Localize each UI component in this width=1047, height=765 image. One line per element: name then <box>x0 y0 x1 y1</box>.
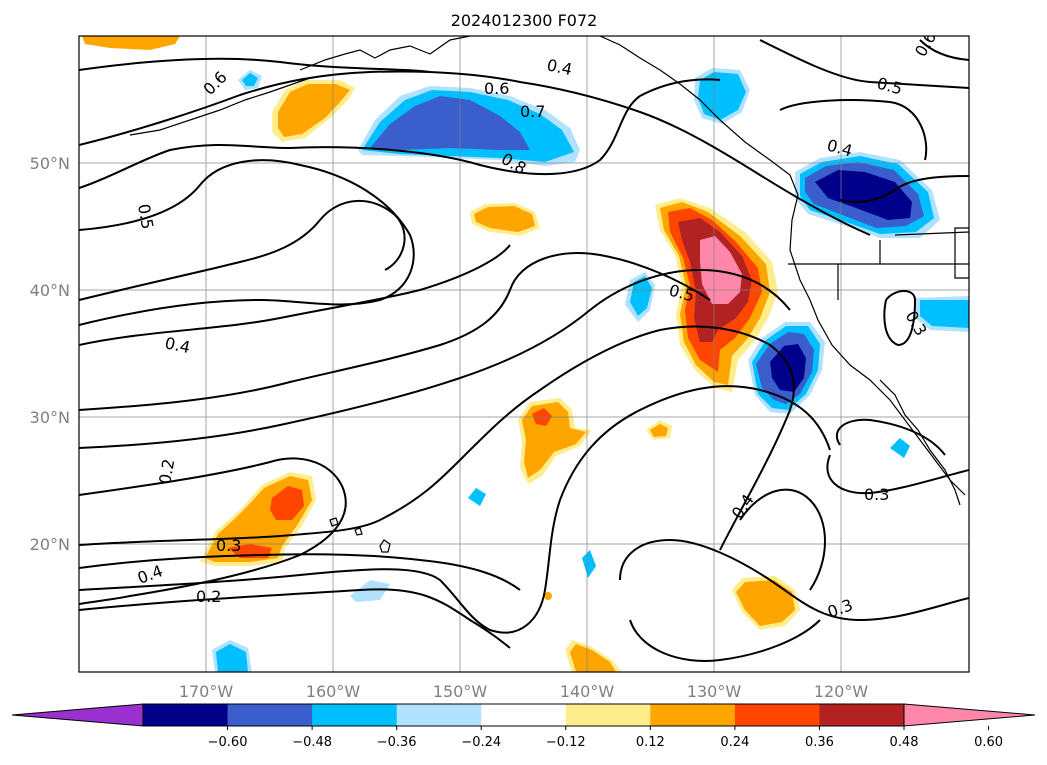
positive-shade <box>700 236 742 304</box>
colorbar-segment <box>565 704 651 726</box>
lon-label: 170°W <box>179 682 234 701</box>
contour-label: 0.6 <box>199 67 230 98</box>
map-area: 0.6 0.6 0.7 0.8 0.4 0.5 0.4 0.5 0.5 0.6 … <box>79 28 969 672</box>
contour-label: 0.3 <box>825 595 855 622</box>
lat-label: 40°N <box>30 281 70 300</box>
colorbar-tick-label: 0.12 <box>636 735 665 750</box>
colorbar-tick-label: 0.24 <box>720 735 749 750</box>
colorbar-tick-label: 0.48 <box>890 735 919 750</box>
shaded-anomaly-fields <box>82 36 969 672</box>
positive-shade <box>544 592 552 600</box>
negative-shade <box>468 488 486 506</box>
longitude-labels: 170°W 160°W 150°W 140°W 130°W 120°W <box>179 682 869 701</box>
lon-label: 130°W <box>687 682 742 701</box>
colorbar-segment <box>227 704 313 726</box>
colorbar-tick-label: −0.60 <box>208 735 248 750</box>
negative-shade <box>770 344 806 392</box>
contour-label: 0.4 <box>163 333 192 357</box>
negative-shade <box>582 550 596 578</box>
colorbar-tick-label: 0.60 <box>974 735 1003 750</box>
colorbar-tick-label: −0.48 <box>292 735 332 750</box>
contour-label: 0.6 <box>484 79 509 98</box>
negative-shade <box>630 276 652 316</box>
contour-label: 0.4 <box>135 561 165 588</box>
lat-label: 20°N <box>30 535 70 554</box>
contour-label: 0.5 <box>134 202 157 230</box>
coastlines <box>129 36 969 553</box>
contour-label: 0.5 <box>875 74 905 99</box>
colorbar-tick-label: −0.12 <box>546 735 586 750</box>
lon-label: 140°W <box>560 682 615 701</box>
positive-shade <box>570 644 616 672</box>
negative-shade <box>815 170 912 220</box>
negative-shade <box>242 73 258 86</box>
contour-label: 0.3 <box>864 485 889 504</box>
negative-shade <box>216 644 248 672</box>
negative-shade <box>350 580 390 602</box>
colorbar-extend-max <box>903 703 1036 727</box>
colorbar-frame <box>142 703 905 727</box>
map-title: 2024012300 F072 <box>451 11 598 30</box>
gridlines <box>79 36 969 672</box>
colorbar-segment <box>396 704 482 726</box>
negative-shade <box>698 72 746 120</box>
colorbar-segment <box>650 704 736 726</box>
colorbar-segment <box>481 704 567 726</box>
positive-shade <box>278 84 350 137</box>
colorbar-segment <box>312 704 398 726</box>
contour-label: 0.6 <box>911 28 940 60</box>
positive-shade <box>474 206 535 232</box>
contour-label: 0.2 <box>155 457 178 485</box>
colorbar-tick-label: 0.36 <box>805 735 834 750</box>
contour-label: 0.3 <box>216 536 241 555</box>
colorbar-tick-label: −0.36 <box>377 735 417 750</box>
lat-label: 30°N <box>30 408 70 427</box>
colorbar-segment <box>734 704 820 726</box>
lat-label: 50°N <box>30 154 70 173</box>
colorbar: −0.60 −0.48 −0.36 −0.24 −0.12 0.12 0.24 0.36 0.4… <box>11 703 1036 750</box>
contour-label: 0.2 <box>196 587 221 606</box>
positive-shade <box>82 36 180 50</box>
contour-label: 0.7 <box>520 102 545 121</box>
negative-shade <box>370 96 530 150</box>
contour-label: 0.4 <box>728 491 758 523</box>
colorbar-segment <box>143 704 229 726</box>
positive-shade <box>270 486 304 520</box>
map-frame <box>78 35 970 673</box>
negative-shade <box>890 438 910 458</box>
negative-shade <box>920 300 969 328</box>
contour-lines <box>79 39 969 662</box>
contour-label: 0.4 <box>545 55 574 79</box>
positive-shade <box>736 580 795 626</box>
lon-label: 120°W <box>814 682 869 701</box>
colorbar-segment <box>819 704 905 726</box>
lon-label: 150°W <box>433 682 488 701</box>
colorbar-tick-label: −0.24 <box>461 735 501 750</box>
latitude-labels: 50°N 40°N 30°N 20°N <box>30 154 70 554</box>
positive-shade <box>650 424 668 437</box>
lon-label: 160°W <box>306 682 361 701</box>
colorbar-extend-min <box>11 703 144 727</box>
